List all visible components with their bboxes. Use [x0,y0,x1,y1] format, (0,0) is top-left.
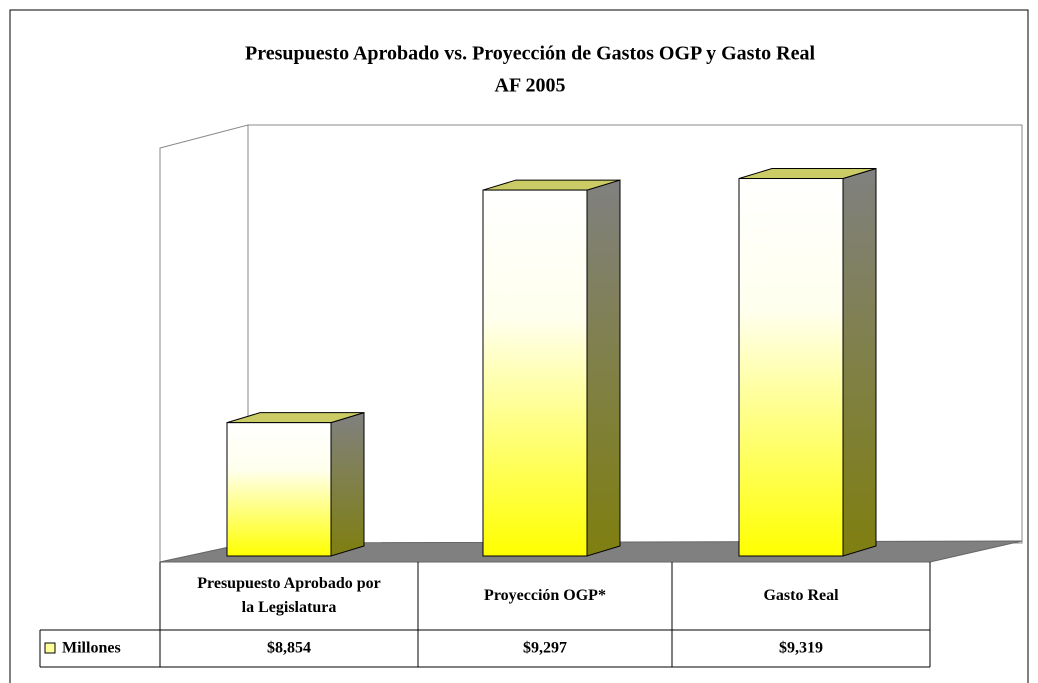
legend-swatch [44,642,56,654]
chart-title: Presupuesto Aprobado vs. Proyección de G… [245,43,815,65]
back-wall [247,124,1023,544]
category-label: Presupuesto Aprobado por la Legislatura [197,575,380,616]
value-label: $9,319 [779,640,823,657]
bar-side [330,411,365,557]
bar [482,189,588,557]
value-label: $8,854 [267,640,311,657]
data-table [39,562,931,668]
value-label: $9,297 [523,640,567,657]
bar [738,178,844,557]
category-label: Gasto Real [763,587,839,604]
bar [226,422,332,557]
bar-side [842,167,877,557]
category-label: Proyección OGP* [484,587,606,604]
legend-label: Millones [62,640,121,657]
bar-side [586,179,621,557]
chart-subtitle: AF 2005 [495,75,566,97]
